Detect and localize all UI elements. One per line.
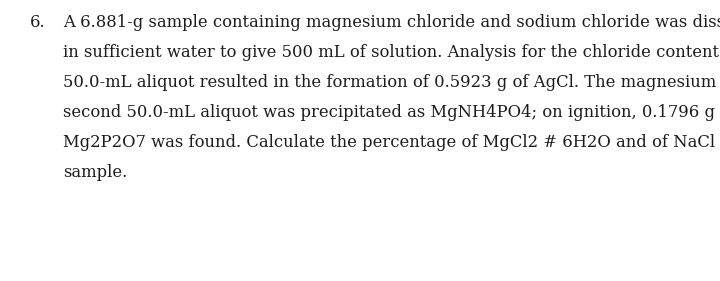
Text: in sufficient water to give 500 mL of solution. Analysis for the chloride conten: in sufficient water to give 500 mL of so…: [63, 44, 720, 61]
Text: A 6.881-g sample containing magnesium chloride and sodium chloride was dissolved: A 6.881-g sample containing magnesium ch…: [63, 14, 720, 31]
Text: 6.: 6.: [30, 14, 46, 31]
Text: second 50.0-mL aliquot was precipitated as MgNH4PO4; on ignition, 0.1796 g of: second 50.0-mL aliquot was precipitated …: [63, 104, 720, 121]
Text: sample.: sample.: [63, 164, 127, 181]
Text: Mg2P2O7 was found. Calculate the percentage of MgCl2 # 6H2O and of NaCl in the: Mg2P2O7 was found. Calculate the percent…: [63, 134, 720, 151]
Text: 50.0-mL aliquot resulted in the formation of 0.5923 g of AgCl. The magnesium in : 50.0-mL aliquot resulted in the formatio…: [63, 74, 720, 91]
